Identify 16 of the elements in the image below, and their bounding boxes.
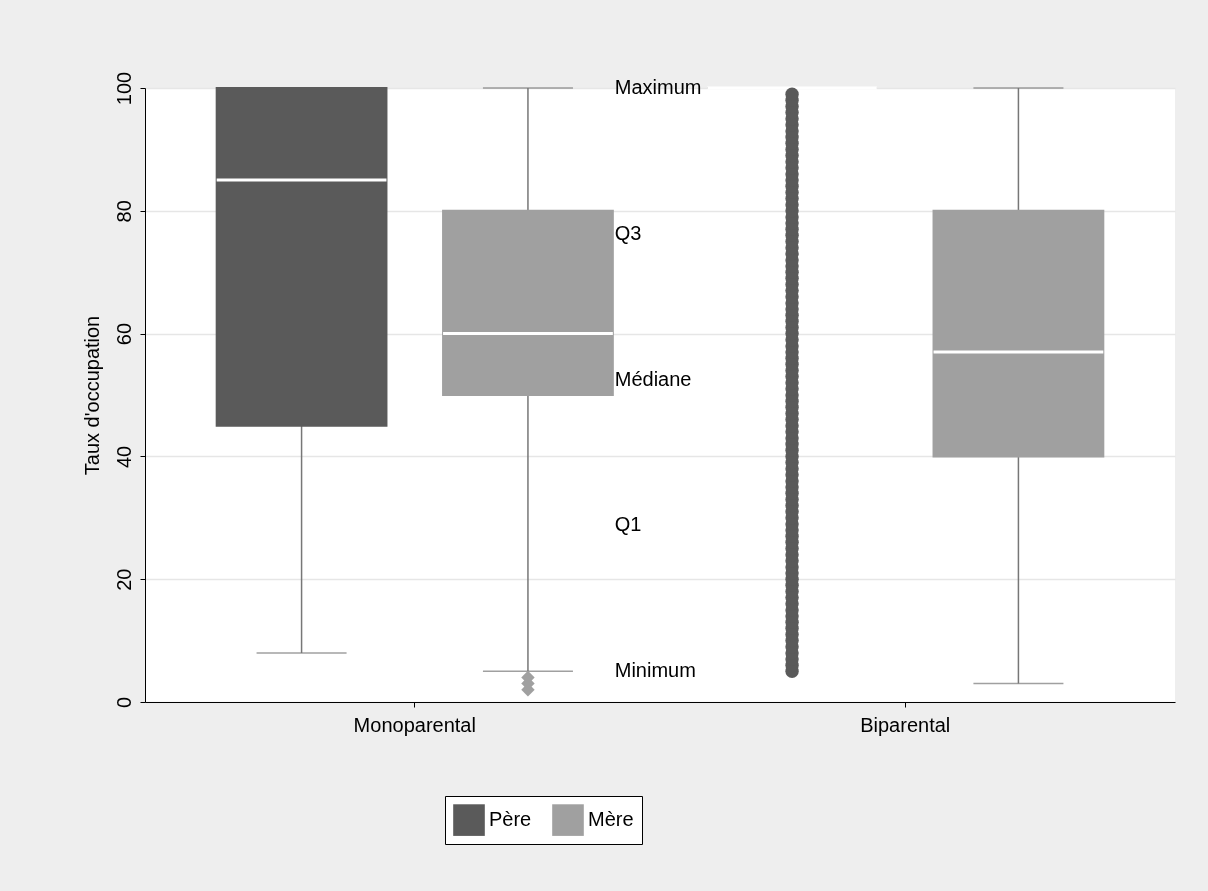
- y-tick-label: 0: [112, 696, 135, 709]
- y-tick-label: 80: [112, 200, 135, 223]
- annotation: Médiane: [614, 367, 692, 390]
- y-axis-title: Taux d'occupation: [80, 315, 103, 476]
- y-tick-label: 60: [112, 322, 135, 346]
- legend-label: Mère: [588, 808, 634, 831]
- y-tick-label: 100: [112, 71, 135, 106]
- x-tick-label: Monoparental: [353, 713, 476, 736]
- annotation: Minimum: [614, 659, 696, 682]
- x-tick-label: Biparental: [860, 713, 951, 736]
- legend-label: Père: [489, 808, 532, 831]
- annotation: Q3: [614, 221, 642, 244]
- y-tick-label: 20: [112, 568, 135, 591]
- y-tick-label: 40: [112, 445, 135, 469]
- annotation: Q1: [614, 513, 642, 536]
- annotation: Maximum: [614, 76, 702, 98]
